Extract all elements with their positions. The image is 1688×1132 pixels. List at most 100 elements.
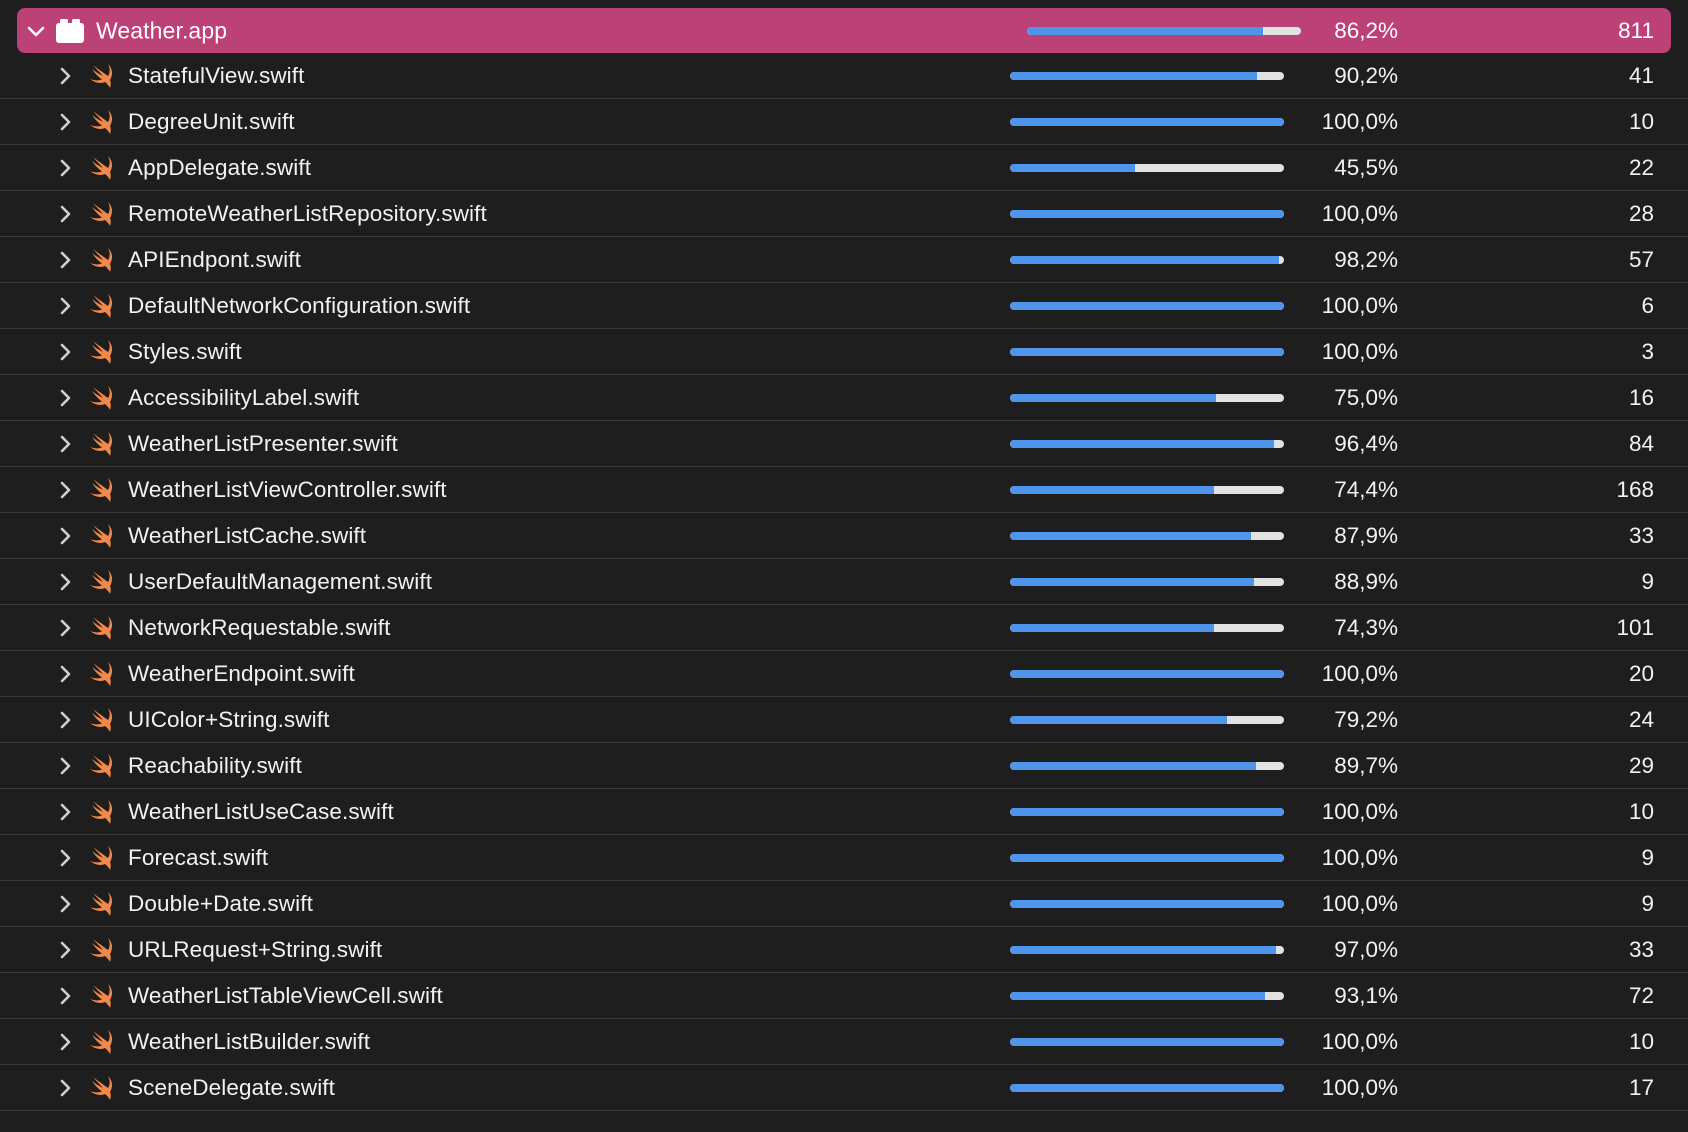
chevron-right-icon[interactable] (53, 570, 77, 594)
chevron-right-icon[interactable] (53, 892, 77, 916)
chevron-right-icon[interactable] (53, 432, 77, 456)
coverage-percent: 100,0% (1321, 108, 1398, 134)
chevron-right-icon[interactable] (53, 708, 77, 732)
coverage-bar (1010, 531, 1284, 540)
swift-file-icon (86, 888, 118, 920)
file-row[interactable]: AccessibilityLabel.swift 75,0% 16 (0, 375, 1688, 421)
coverage-bar-fill (1010, 669, 1284, 678)
chevron-right-icon[interactable] (53, 340, 77, 364)
file-name: URLRequest+String.swift (128, 936, 383, 962)
file-row[interactable]: StatefulView.swift 90,2% 41 (0, 53, 1688, 99)
file-row[interactable]: WeatherListBuilder.swift 100,0% 10 (0, 1019, 1688, 1065)
chevron-right-icon[interactable] (53, 478, 77, 502)
chevron-right-icon[interactable] (53, 846, 77, 870)
chevron-right-icon[interactable] (53, 984, 77, 1008)
chevron-right-icon[interactable] (53, 1076, 77, 1100)
coverage-bar (1010, 71, 1284, 80)
file-row[interactable]: DefaultNetworkConfiguration.swift 100,0% 6 (0, 283, 1688, 329)
file-row[interactable]: AppDelegate.swift 45,5% 22 (0, 145, 1688, 191)
chevron-right-icon[interactable] (53, 616, 77, 640)
coverage-bar-fill (1010, 1037, 1284, 1046)
coverage-bar-fill (1010, 71, 1258, 80)
swift-file-icon (86, 1026, 118, 1058)
target-name: Weather.app (96, 17, 228, 43)
executable-lines: 9 (1641, 844, 1654, 870)
coverage-bar (1010, 899, 1284, 908)
coverage-bar-fill (1010, 347, 1284, 356)
coverage-percent: 87,9% (1334, 522, 1398, 548)
coverage-bar (1010, 1037, 1284, 1046)
coverage-percent: 74,4% (1334, 476, 1398, 502)
file-row[interactable]: DegreeUnit.swift 100,0% 10 (0, 99, 1688, 145)
chevron-right-icon[interactable] (53, 754, 77, 778)
coverage-bar (1010, 991, 1284, 1000)
file-row[interactable]: URLRequest+String.swift 97,0% 33 (0, 927, 1688, 973)
swift-file-icon (86, 934, 118, 966)
swift-file-icon (86, 980, 118, 1012)
chevron-right-icon[interactable] (53, 524, 77, 548)
swift-file-icon (86, 1072, 118, 1104)
chevron-right-icon[interactable] (53, 662, 77, 686)
coverage-bar-fill (1010, 485, 1214, 494)
coverage-bar (1010, 945, 1284, 954)
coverage-list: Weather.app 86,2% 811 StatefulView.swift… (0, 8, 1688, 1111)
executable-lines: 20 (1628, 660, 1654, 686)
file-row[interactable]: NetworkRequestable.swift 74,3% 101 (0, 605, 1688, 651)
file-row[interactable]: WeatherListViewController.swift 74,4% 168 (0, 467, 1688, 513)
file-name: UserDefaultManagement.swift (128, 568, 433, 594)
coverage-percent: 100,0% (1321, 1028, 1398, 1054)
swift-file-icon (86, 60, 118, 92)
chevron-right-icon[interactable] (53, 1030, 77, 1054)
file-row[interactable]: Reachability.swift 89,7% 29 (0, 743, 1688, 789)
file-row[interactable]: WeatherListCache.swift 87,9% 33 (0, 513, 1688, 559)
file-row[interactable]: WeatherListTableViewCell.swift 93,1% 72 (0, 973, 1688, 1019)
coverage-bar (1010, 347, 1284, 356)
coverage-bar-fill (1027, 26, 1264, 35)
file-row[interactable]: WeatherListPresenter.swift 96,4% 84 (0, 421, 1688, 467)
coverage-bar-fill (1010, 807, 1284, 816)
file-row[interactable]: WeatherEndpoint.swift 100,0% 20 (0, 651, 1688, 697)
file-row[interactable]: UserDefaultManagement.swift 88,9% 9 (0, 559, 1688, 605)
coverage-bar-fill (1010, 255, 1280, 264)
file-name: Reachability.swift (128, 752, 302, 778)
file-row[interactable]: Forecast.swift 100,0% 9 (0, 835, 1688, 881)
swift-file-icon (86, 566, 118, 598)
file-name: SceneDelegate.swift (128, 1074, 336, 1100)
file-row[interactable]: Double+Date.swift 100,0% 9 (0, 881, 1688, 927)
file-name: WeatherListUseCase.swift (128, 798, 394, 824)
coverage-percent: 74,3% (1334, 614, 1398, 640)
chevron-right-icon[interactable] (53, 156, 77, 180)
chevron-right-icon[interactable] (53, 800, 77, 824)
file-row[interactable]: UIColor+String.swift 79,2% 24 (0, 697, 1688, 743)
coverage-percent: 100,0% (1321, 338, 1398, 364)
chevron-right-icon[interactable] (53, 294, 77, 318)
file-row[interactable]: RemoteWeatherListRepository.swift 100,0% 2… (0, 191, 1688, 237)
file-name: Forecast.swift (128, 844, 269, 870)
coverage-bar (1010, 393, 1284, 402)
coverage-bar-fill (1010, 945, 1276, 954)
chevron-right-icon[interactable] (53, 64, 77, 88)
file-row[interactable]: APIEndpont.swift 98,2% 57 (0, 237, 1688, 283)
executable-lines: 10 (1628, 798, 1654, 824)
executable-lines: 811 (1618, 17, 1654, 43)
swift-file-icon (86, 244, 118, 276)
coverage-bar (1010, 761, 1284, 770)
file-rows: StatefulView.swift 90,2% 41 DegreeUnit.swif… (0, 53, 1688, 1111)
coverage-bar-fill (1010, 117, 1284, 126)
file-row[interactable]: Styles.swift 100,0% 3 (0, 329, 1688, 375)
swift-file-icon (86, 842, 118, 874)
coverage-bar-fill (1010, 853, 1284, 862)
file-row[interactable]: WeatherListUseCase.swift 100,0% 10 (0, 789, 1688, 835)
executable-lines: 33 (1628, 522, 1654, 548)
coverage-bar-fill (1010, 209, 1284, 218)
chevron-right-icon[interactable] (53, 386, 77, 410)
file-row[interactable]: SceneDelegate.swift 100,0% 17 (0, 1065, 1688, 1111)
target-row-weather-app[interactable]: Weather.app 86,2% 811 (17, 8, 1671, 53)
file-name: WeatherListBuilder.swift (128, 1028, 371, 1054)
chevron-right-icon[interactable] (53, 110, 77, 134)
chevron-right-icon[interactable] (53, 248, 77, 272)
chevron-right-icon[interactable] (53, 202, 77, 226)
chevron-right-icon[interactable] (53, 938, 77, 962)
coverage-bar-fill (1010, 715, 1227, 724)
chevron-down-icon[interactable] (24, 19, 48, 43)
